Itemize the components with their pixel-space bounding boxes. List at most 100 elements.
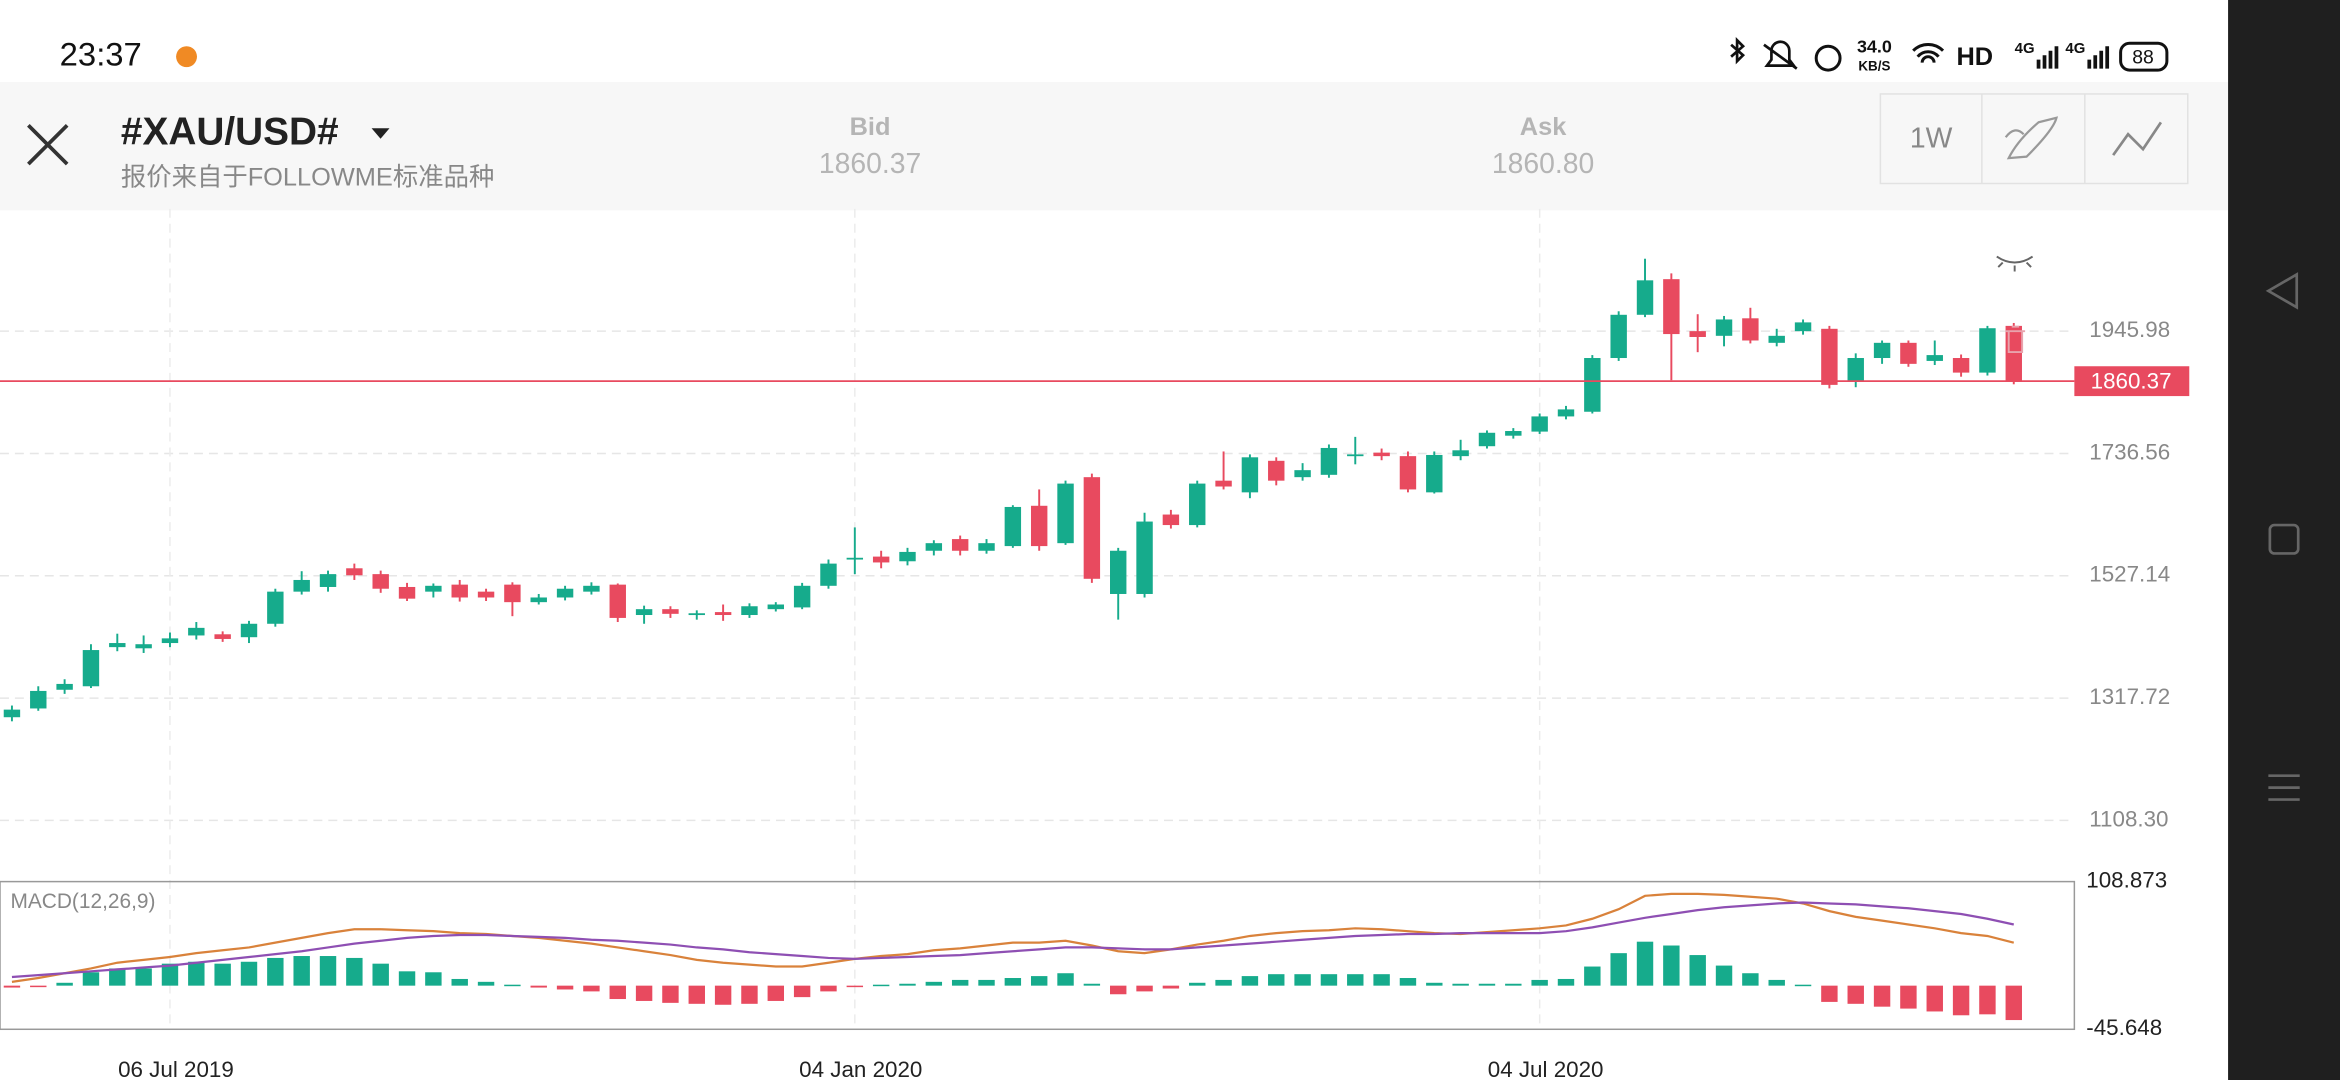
histogram-bar (1452, 983, 1469, 986)
x-tick-label: 04 Jan 2020 (799, 1057, 922, 1080)
histogram-bar (1715, 965, 1733, 986)
draw-button[interactable] (2004, 116, 2058, 160)
quote-source: 报价来自于FOLLOWME标准品种 (121, 164, 494, 192)
battery-level: 88 (2132, 46, 2154, 68)
histogram-bar (1636, 941, 1654, 986)
candle-body (1399, 456, 1417, 490)
histogram-bar (872, 984, 890, 987)
candle-body (741, 606, 758, 616)
y-tick-label: 1108.30 (2089, 806, 2168, 831)
clock: 23:37 (60, 35, 142, 72)
histogram-bar (1057, 973, 1074, 986)
candle-body (398, 586, 416, 599)
hd-label: HD (1956, 43, 1993, 71)
net-speed: 34.0 (1857, 36, 1892, 56)
histogram-bar (1162, 985, 1180, 989)
bid-label: Bid (850, 113, 891, 141)
candle-body (556, 588, 574, 598)
toolbar (1879, 93, 2189, 185)
histogram-bar (767, 985, 785, 1001)
menu-button[interactable] (2268, 774, 2300, 801)
candle-body (1847, 358, 1864, 382)
histogram-bar (1294, 974, 1311, 986)
header: #XAU/USD# 报价来自于FOLLOWME标准品种 Bid 1860.37 … (0, 82, 2229, 211)
candle-body (1636, 280, 1654, 315)
candle-body (583, 585, 600, 592)
histogram-bar (1215, 979, 1232, 986)
histogram-bar (951, 979, 969, 986)
indicator-button[interactable] (2112, 121, 2163, 156)
histogram-bar (1610, 953, 1627, 986)
candle-body (1926, 355, 1943, 361)
histogram-bar (1979, 985, 1996, 1015)
histogram-bar (1584, 966, 1601, 986)
ask-price: 1860.80 (1492, 148, 1594, 180)
histogram-bar (688, 985, 705, 1004)
candle-body (925, 543, 943, 551)
candle-body (1794, 322, 1812, 332)
candle-body (109, 643, 126, 648)
histogram-bar (1004, 978, 1022, 986)
delete-icon[interactable] (2005, 325, 2026, 354)
histogram-bar (56, 982, 73, 986)
histogram-bar (109, 968, 126, 986)
app-icon (176, 46, 197, 68)
histogram-bar (846, 985, 864, 988)
net-unit: KB/S (1858, 59, 1890, 74)
histogram-bar (714, 985, 732, 1005)
candle-body (635, 609, 653, 616)
candle-body (1768, 335, 1785, 343)
symbol-dropdown[interactable] (371, 128, 390, 139)
back-button[interactable] (2265, 272, 2299, 310)
candle-body (1241, 457, 1259, 493)
candle-body (1478, 432, 1496, 447)
candle-body (767, 604, 785, 610)
histogram-bar (1136, 985, 1153, 992)
candle-body (951, 539, 969, 551)
candle-body (1347, 454, 1364, 457)
close-button[interactable] (27, 123, 69, 166)
histogram-bar (1952, 985, 1970, 1016)
candle-body (1505, 431, 1522, 436)
histogram-bar (1320, 974, 1338, 986)
histogram-bar (1557, 978, 1575, 986)
macd-line (11, 892, 2015, 983)
hide-icon[interactable] (1996, 255, 2034, 272)
candle-body (714, 612, 732, 616)
candle-body (1030, 505, 1048, 547)
header-background (0, 82, 2229, 211)
histogram-bar (1478, 983, 1496, 986)
histogram-bar (1900, 985, 1917, 1009)
candle-body (1320, 447, 1338, 475)
candle-body (319, 574, 337, 587)
histogram-bar (477, 981, 495, 986)
candle-body (1162, 514, 1180, 526)
home-button[interactable] (2268, 523, 2300, 555)
candle-body (1426, 454, 1443, 493)
nav-background (2228, 0, 2340, 1080)
bluetooth-icon (1730, 37, 1746, 65)
candle-body (793, 585, 811, 608)
candle-body (188, 627, 205, 636)
navigation-bar (2228, 0, 2340, 1080)
candle-body (477, 591, 495, 598)
timeframe-button[interactable]: 1W (1910, 123, 1953, 155)
candle-body (1821, 328, 1838, 385)
grid (0, 208, 2075, 1030)
candle-body (1110, 550, 1127, 594)
y-tick-label: 108.873 (2086, 868, 2167, 893)
histogram-bar (741, 985, 758, 1004)
candle-body (135, 644, 152, 649)
candle-body (820, 563, 837, 586)
candle-body (1689, 331, 1706, 337)
candle-body (1715, 319, 1733, 336)
candle-body (1294, 470, 1311, 478)
status-bar: 23:37 34.0 KB/S HD 4G 4G 88 (60, 35, 2169, 74)
candle-body (504, 584, 521, 603)
symbol[interactable]: #XAU/USD# (121, 111, 339, 154)
candle-body (899, 551, 916, 562)
histogram-bar (1189, 982, 1206, 986)
macd-frame (0, 880, 2076, 1031)
